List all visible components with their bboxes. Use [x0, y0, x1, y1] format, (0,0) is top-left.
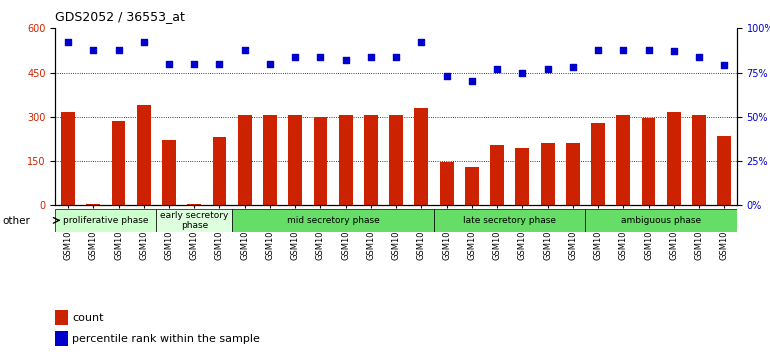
Point	[340, 57, 352, 63]
Bar	[585, 209, 737, 232]
Point	[138, 40, 150, 45]
Bar	[541, 143, 554, 205]
Point	[516, 70, 528, 75]
Text: count: count	[72, 313, 104, 322]
Point	[112, 47, 125, 52]
Text: mid secretory phase: mid secretory phase	[286, 216, 380, 225]
Bar	[55, 331, 68, 346]
Text: early secretory
phase: early secretory phase	[160, 211, 229, 230]
Point	[314, 54, 326, 59]
Bar	[61, 113, 75, 205]
Point	[390, 54, 402, 59]
Bar	[112, 121, 126, 205]
Bar	[162, 141, 176, 205]
Point	[440, 73, 453, 79]
Bar	[213, 137, 226, 205]
Point	[239, 47, 251, 52]
Point	[491, 66, 504, 72]
Point	[642, 47, 654, 52]
Bar	[137, 105, 151, 205]
Point	[466, 79, 478, 84]
Bar	[288, 115, 302, 205]
Bar	[515, 148, 529, 205]
Bar	[187, 204, 201, 205]
Point	[62, 40, 74, 45]
Bar	[313, 118, 327, 205]
Bar	[566, 143, 580, 205]
Bar	[667, 113, 681, 205]
Bar	[414, 108, 428, 205]
Bar	[238, 115, 252, 205]
Bar	[616, 115, 631, 205]
Point	[592, 47, 604, 52]
Bar	[692, 115, 706, 205]
Text: GDS2052 / 36553_at: GDS2052 / 36553_at	[55, 10, 186, 23]
Bar	[465, 167, 479, 205]
Point	[718, 63, 731, 68]
Bar	[364, 115, 378, 205]
Bar	[490, 145, 504, 205]
Point	[668, 48, 680, 54]
Point	[693, 54, 705, 59]
Bar	[434, 209, 585, 232]
Bar	[591, 123, 605, 205]
Point	[618, 47, 630, 52]
Text: ambiguous phase: ambiguous phase	[621, 216, 701, 225]
Point	[289, 54, 301, 59]
Point	[213, 61, 226, 67]
Bar	[156, 209, 232, 232]
Bar	[263, 115, 277, 205]
Text: other: other	[2, 216, 30, 226]
Bar	[55, 310, 68, 325]
Point	[162, 61, 175, 67]
Point	[415, 40, 427, 45]
Text: proliferative phase: proliferative phase	[63, 216, 149, 225]
Bar	[232, 209, 434, 232]
Point	[541, 66, 554, 72]
Point	[365, 54, 377, 59]
Bar	[389, 115, 403, 205]
Bar	[86, 204, 100, 205]
Point	[87, 47, 99, 52]
Bar	[641, 118, 655, 205]
Bar	[339, 115, 353, 205]
Point	[188, 61, 200, 67]
Bar	[440, 162, 454, 205]
Point	[264, 61, 276, 67]
Text: percentile rank within the sample: percentile rank within the sample	[72, 334, 260, 344]
Point	[567, 64, 579, 70]
Bar	[55, 209, 156, 232]
Text: late secretory phase: late secretory phase	[464, 216, 556, 225]
Bar	[718, 136, 731, 205]
